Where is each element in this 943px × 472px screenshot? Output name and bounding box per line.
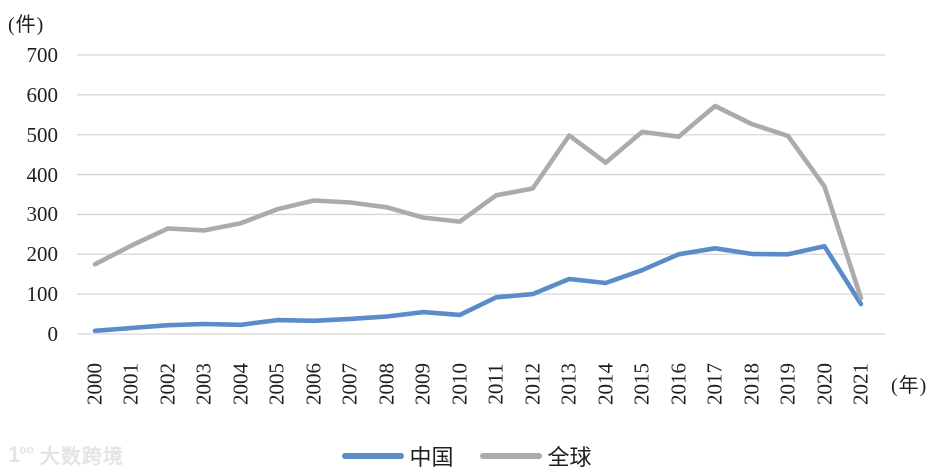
- x-tick-label: 2013: [556, 363, 581, 405]
- y-tick-label: 300: [26, 202, 59, 227]
- x-tick-label: 2015: [629, 363, 654, 405]
- x-tick-label: 2008: [374, 363, 399, 405]
- x-tick-label: 2016: [666, 363, 691, 405]
- series-line-china: [92, 244, 864, 334]
- china-line-swatch-icon: [341, 453, 404, 459]
- x-tick-label: 2012: [520, 363, 545, 405]
- x-axis-unit-label: (年): [891, 375, 928, 397]
- x-tick-label: 2004: [228, 363, 253, 405]
- legend-label-china: 中国: [409, 445, 454, 470]
- series-line-global: [92, 103, 864, 301]
- x-tick-label: 2000: [82, 363, 107, 405]
- global-line-swatch-icon: [479, 453, 542, 459]
- y-tick-label: 0: [47, 322, 59, 346]
- y-axis-unit-label: (件): [8, 14, 45, 36]
- legend-item-global: 全球: [479, 440, 592, 472]
- y-tick-label: 200: [26, 242, 59, 267]
- y-tick-label: 700: [26, 43, 59, 67]
- legend: 中国 全球: [341, 440, 592, 472]
- legend-label-global: 全球: [547, 445, 592, 470]
- x-tick-label: 2002: [155, 363, 180, 405]
- x-tick-label: 2019: [775, 363, 800, 405]
- y-tick-label: 100: [26, 282, 59, 307]
- x-tick-label: 2006: [301, 363, 326, 405]
- y-tick-label: 600: [26, 82, 59, 107]
- x-tick-label: 2001: [118, 363, 143, 405]
- x-tick-label: 2018: [739, 363, 764, 405]
- x-tick-label: 2020: [812, 363, 837, 405]
- x-tick-label: 2007: [337, 363, 362, 405]
- watermark: 1oo 大数跨境: [8, 440, 124, 469]
- watermark-logo-icon: 1oo: [8, 441, 34, 467]
- x-tick-label: 2017: [702, 363, 727, 405]
- x-tick-label: 2021: [848, 363, 873, 405]
- x-tick-label: 2005: [264, 363, 289, 405]
- y-tick-label: 400: [26, 162, 59, 187]
- x-tick-label: 2010: [447, 363, 472, 405]
- watermark-text: 大数跨境: [39, 446, 124, 468]
- x-tick-label: 2003: [191, 363, 216, 405]
- legend-item-china: 中国: [341, 440, 453, 472]
- x-tick-label: 2009: [410, 363, 435, 405]
- x-tick-label: 2014: [593, 363, 618, 405]
- y-tick-label: 500: [26, 122, 59, 147]
- x-tick-label: 2011: [483, 363, 508, 405]
